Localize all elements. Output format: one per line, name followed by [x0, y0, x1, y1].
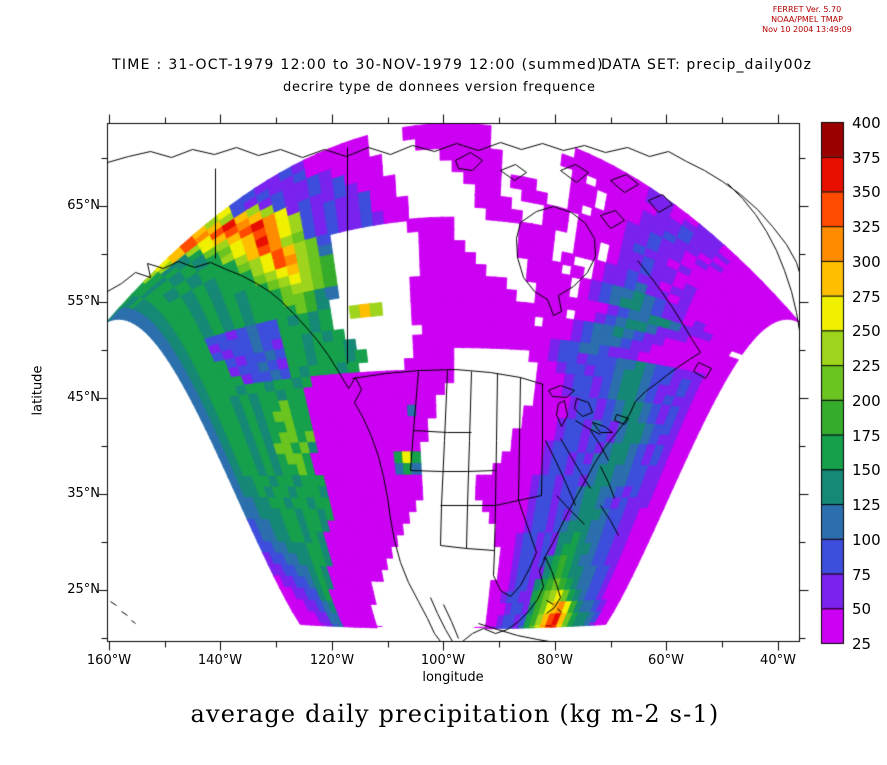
colorbar-tick-label: 225: [852, 357, 881, 376]
y-tick-label: 65°N: [67, 198, 100, 213]
colorbar-tick-label: 25: [852, 635, 872, 653]
y-tick-label: 45°N: [67, 390, 100, 405]
colorbar-tick-label: 400: [852, 114, 881, 132]
ferret-stamp: FERRET Ver. 5.70 NOAA/PMEL TMAP Nov 10 2…: [748, 5, 866, 35]
colorbar-tick-label: 350: [852, 183, 881, 202]
colorbar-tick-label: 175: [852, 426, 881, 445]
x-tick-label: 80°W: [537, 653, 573, 668]
time-range-title: TIME : 31-OCT-1979 12:00 to 30-NOV-1979 …: [112, 57, 604, 73]
colorbar-tick-label: 200: [852, 391, 881, 410]
colorbar-tick-label: 125: [852, 496, 881, 515]
x-axis-label: longitude: [422, 670, 484, 685]
x-tick-label: 40°W: [760, 653, 796, 668]
colorbar-tick-label: 250: [852, 322, 881, 341]
plot-caption: average daily precipitation (kg m-2 s-1): [190, 700, 720, 728]
colorbar-tick-label: 50: [852, 600, 872, 619]
plot-timestamp: Nov 10 2004 13:49:09: [762, 25, 852, 34]
colorbar-tick-label: 375: [852, 148, 881, 167]
noaa-pmel-text: NOAA/PMEL TMAP: [771, 15, 843, 24]
colorbar-tick-label: 325: [852, 218, 881, 237]
x-tick-label: 160°W: [86, 653, 132, 668]
colorbar-tick-label: 300: [852, 252, 881, 271]
x-tick-label: 100°W: [420, 653, 466, 668]
y-tick-label: 55°N: [67, 294, 100, 309]
y-axis-label: latitude: [30, 365, 46, 416]
y-tick-label: 25°N: [67, 582, 100, 597]
colorbar-tick-label: 75: [852, 565, 872, 584]
colorbar-tick-label: 275: [852, 287, 881, 306]
plot-subtitle: decrire type de donnees version frequenc…: [283, 80, 596, 95]
colorbar-tick-label: 150: [852, 461, 881, 480]
dataset-title: DATA SET: precip_daily00z: [601, 57, 813, 73]
x-tick-label: 120°W: [309, 653, 355, 668]
ferret-version-text: FERRET Ver. 5.70: [772, 5, 842, 14]
y-tick-label: 35°N: [67, 486, 100, 501]
x-tick-label: 140°W: [197, 653, 243, 668]
x-tick-label: 60°W: [648, 653, 684, 668]
colorbar-tick-label: 100: [852, 530, 881, 549]
